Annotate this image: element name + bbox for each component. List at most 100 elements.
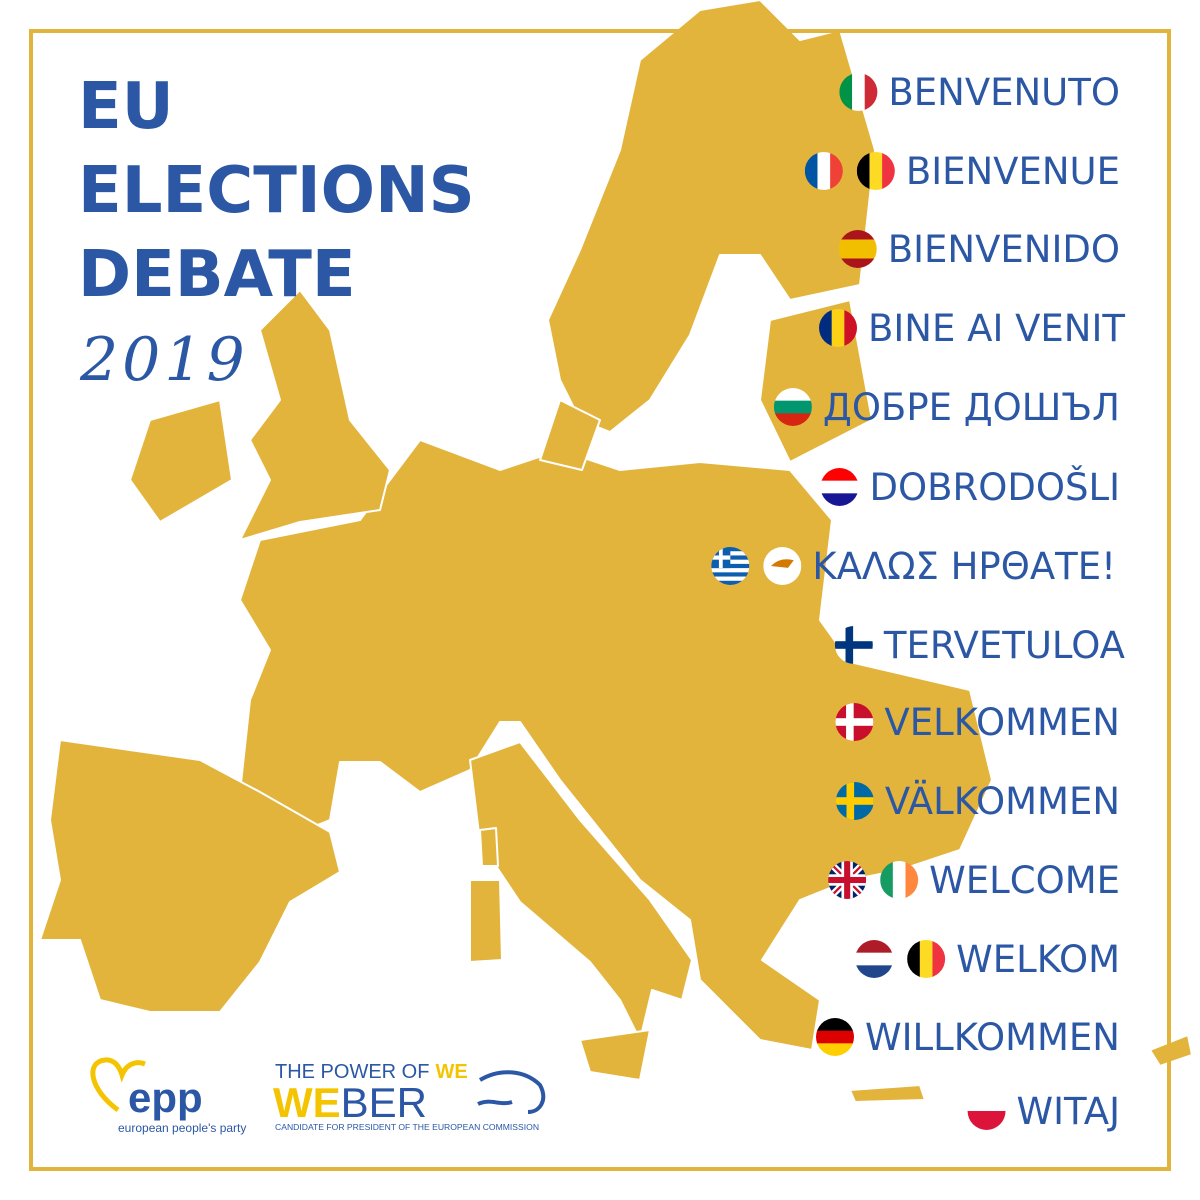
flag-part — [820, 468, 859, 482]
flag-part — [846, 782, 855, 820]
flag — [839, 73, 878, 111]
flag-part — [855, 965, 894, 978]
flag-part — [711, 572, 750, 577]
flag-part — [838, 230, 877, 240]
flag-part — [855, 952, 894, 966]
greeting: BENVENUTO — [888, 71, 1120, 114]
weber-caption: CANDIDATE FOR PRESIDENT OF THE EUROPEAN … — [275, 1122, 539, 1132]
flag-part — [834, 641, 873, 649]
flag-part — [838, 239, 877, 259]
flag-part — [820, 480, 859, 494]
greeting: ДОБРЕ ДОШЪЛ — [823, 386, 1120, 429]
flag-part — [967, 1092, 1006, 1112]
flag-part — [816, 1043, 854, 1056]
flag-part — [855, 940, 894, 954]
slogan-text: THE POWER OF — [275, 1061, 429, 1083]
epp-logo: epp european people's party — [90, 1057, 246, 1135]
flag-part — [880, 861, 894, 899]
flag-part — [816, 1030, 854, 1044]
greeting: DOBRODOŠLI — [870, 465, 1120, 509]
flag — [773, 388, 812, 426]
greetings-list: BENVENUTO BIENVENUE BIENVENIDO BINE AI VENI… — [711, 71, 1125, 1133]
flag-part — [907, 940, 921, 978]
flag-part — [718, 547, 723, 569]
name-rest: BER — [341, 1079, 427, 1126]
flag — [819, 309, 858, 347]
flag-part — [852, 73, 866, 111]
epp-tagline: european people's party — [118, 1121, 246, 1135]
flag-part — [819, 309, 833, 347]
flag-part — [882, 152, 895, 190]
flag-part — [816, 1018, 854, 1032]
flag — [880, 861, 919, 899]
flag-part — [773, 413, 812, 426]
flag-part — [919, 940, 933, 978]
flag — [907, 940, 946, 978]
flag-part — [835, 797, 874, 805]
weber-face — [477, 1070, 546, 1114]
name-highlight: WE — [273, 1079, 341, 1126]
flag — [828, 861, 867, 899]
flag-part — [845, 626, 854, 664]
flag-part — [830, 152, 843, 190]
flag — [835, 703, 874, 741]
europe-map — [39, 0, 1193, 1103]
flag-part — [804, 152, 818, 190]
greeting: VÄLKOMMEN — [885, 780, 1120, 823]
weber-logo: THE POWER OF WE WEBER CANDIDATE FOR PRESI… — [273, 1061, 546, 1132]
flag-part — [838, 258, 877, 268]
epp-name: epp — [128, 1074, 203, 1121]
weber-name: WEBER — [273, 1079, 427, 1126]
greeting: BINE AI VENIT — [868, 307, 1125, 350]
title-line: ELECTIONS — [78, 154, 475, 228]
flag — [838, 230, 877, 268]
flag-part — [856, 152, 870, 190]
flag-part — [820, 493, 859, 506]
weber-slogan: THE POWER OF WE — [275, 1061, 468, 1083]
flag-part — [864, 73, 878, 111]
epp-heart — [90, 1057, 146, 1113]
flag-part — [831, 309, 845, 347]
flag — [834, 626, 873, 664]
frame — [29, 29, 1171, 1171]
greeting: ΚΑΛΩΣ ΗΡΘΑΤΕ! — [812, 545, 1116, 588]
title-line: DEBATE — [78, 238, 356, 312]
flag-part — [770, 559, 794, 568]
greeting: WELCOME — [929, 859, 1120, 902]
flag-part — [846, 703, 854, 741]
flag — [855, 940, 894, 978]
title-year: 2019 — [79, 325, 249, 395]
flag — [835, 782, 874, 820]
greeting: WITAJ — [1017, 1090, 1120, 1133]
flag-part — [844, 309, 858, 347]
flag-part — [844, 861, 851, 899]
title-line: EU — [78, 70, 174, 144]
greeting: TERVETULOA — [883, 624, 1125, 667]
flag-part — [905, 861, 919, 899]
flag-part — [817, 152, 831, 190]
flag-part — [773, 388, 812, 402]
flag — [967, 1092, 1006, 1130]
greeting: WELKOM — [956, 938, 1120, 981]
flag-part — [711, 568, 750, 573]
flag-part — [835, 718, 874, 726]
flag — [856, 152, 895, 190]
flag-part — [711, 576, 750, 582]
greeting: BIENVENIDO — [888, 228, 1120, 271]
greeting: WILLKOMMEN — [865, 1016, 1120, 1059]
flag-part — [839, 73, 853, 111]
flag-part — [773, 400, 812, 414]
flag — [711, 547, 750, 585]
greeting: VELKOMMEN — [884, 701, 1120, 744]
flag — [763, 547, 802, 585]
flag-part — [967, 1111, 1006, 1130]
greeting: BIENVENUE — [906, 150, 1120, 193]
flag-part — [711, 580, 750, 585]
slogan-highlight: WE — [435, 1061, 467, 1083]
flag-part — [932, 940, 946, 978]
flag-part — [869, 152, 883, 190]
flag — [820, 468, 859, 506]
flag-part — [892, 861, 906, 899]
